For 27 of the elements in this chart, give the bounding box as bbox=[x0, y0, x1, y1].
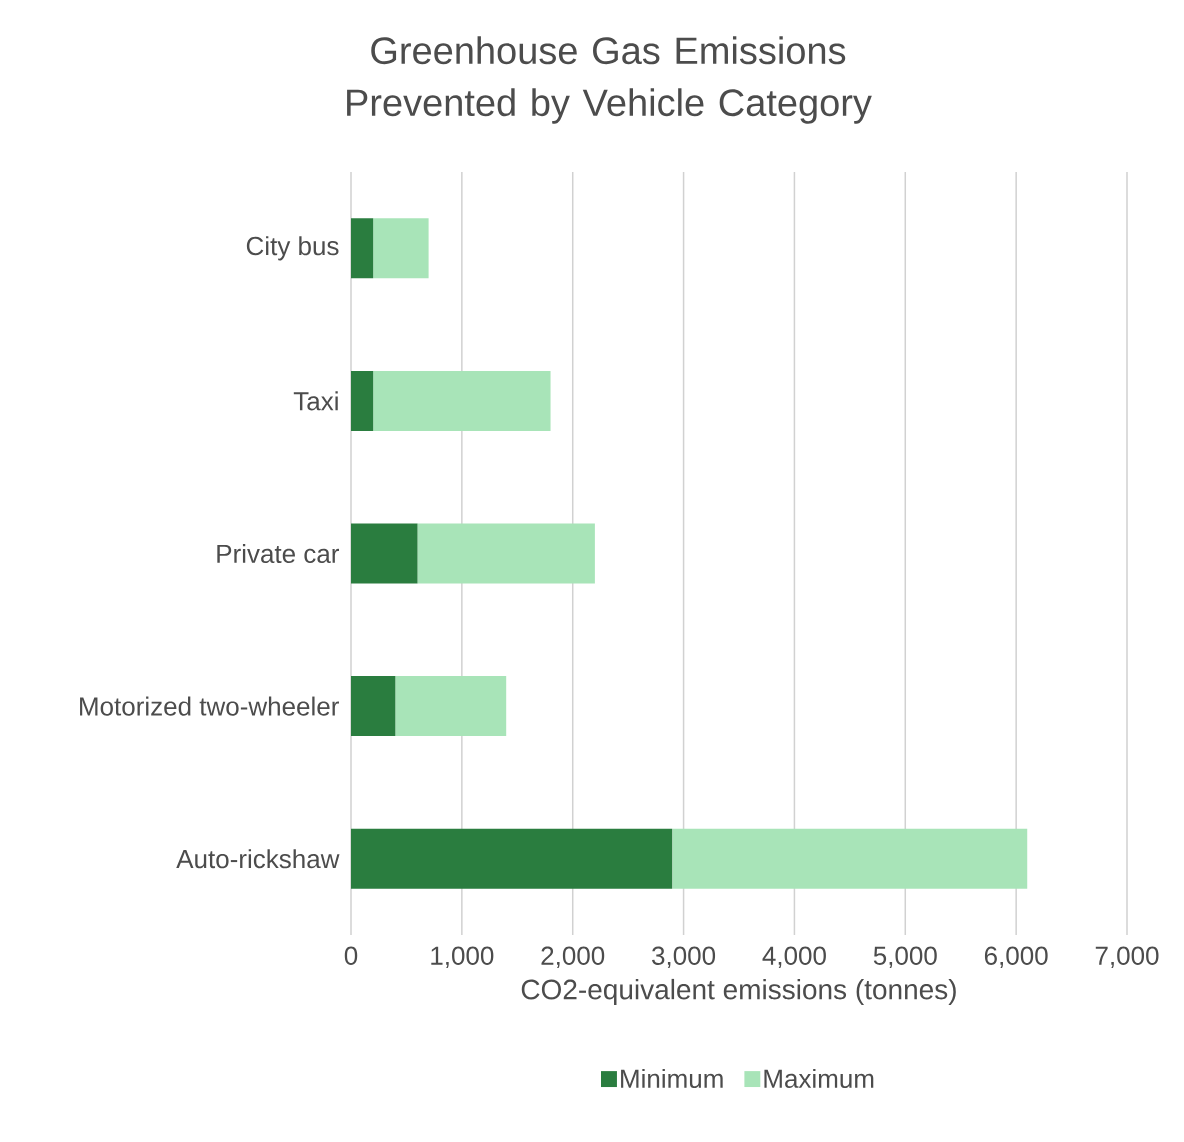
bar bbox=[351, 676, 396, 737]
x-tick-label: 6,000 bbox=[984, 946, 1048, 969]
x-tick-label: 1,000 bbox=[431, 946, 494, 969]
bar bbox=[351, 828, 673, 889]
legend-label: Maximum bbox=[764, 1068, 874, 1088]
bar bbox=[351, 218, 374, 279]
y-tick-label: Auto-rickshaw bbox=[176, 849, 340, 869]
x-axis-title: CO2-equivalent emissions (tonnes) bbox=[521, 978, 956, 1005]
bar bbox=[351, 523, 418, 584]
x-tick-label: 5,000 bbox=[873, 946, 937, 969]
y-tick-label: City bus bbox=[246, 236, 339, 261]
bar bbox=[373, 218, 429, 279]
bar bbox=[395, 676, 507, 737]
x-tick-label: 7,000 bbox=[1095, 946, 1159, 969]
chart-title: Greenhouse Gas Emissions Prevented by Vehicle Category bbox=[347, 36, 872, 124]
x-tick-label: 0 bbox=[344, 946, 358, 965]
bar bbox=[351, 370, 374, 431]
bar bbox=[672, 828, 1028, 889]
x-tick-label: 2,000 bbox=[541, 946, 605, 969]
legend-label: Minimum bbox=[621, 1068, 723, 1088]
y-tick-label: Taxi bbox=[293, 391, 338, 411]
x-tick-label: 3,000 bbox=[652, 946, 716, 969]
y-tick-label: Motorized two-wheeler bbox=[80, 696, 339, 716]
bar bbox=[373, 370, 551, 431]
y-tick-label: Private car bbox=[217, 543, 340, 564]
x-tick-label: 4,000 bbox=[762, 946, 826, 969]
bar bbox=[417, 523, 595, 584]
